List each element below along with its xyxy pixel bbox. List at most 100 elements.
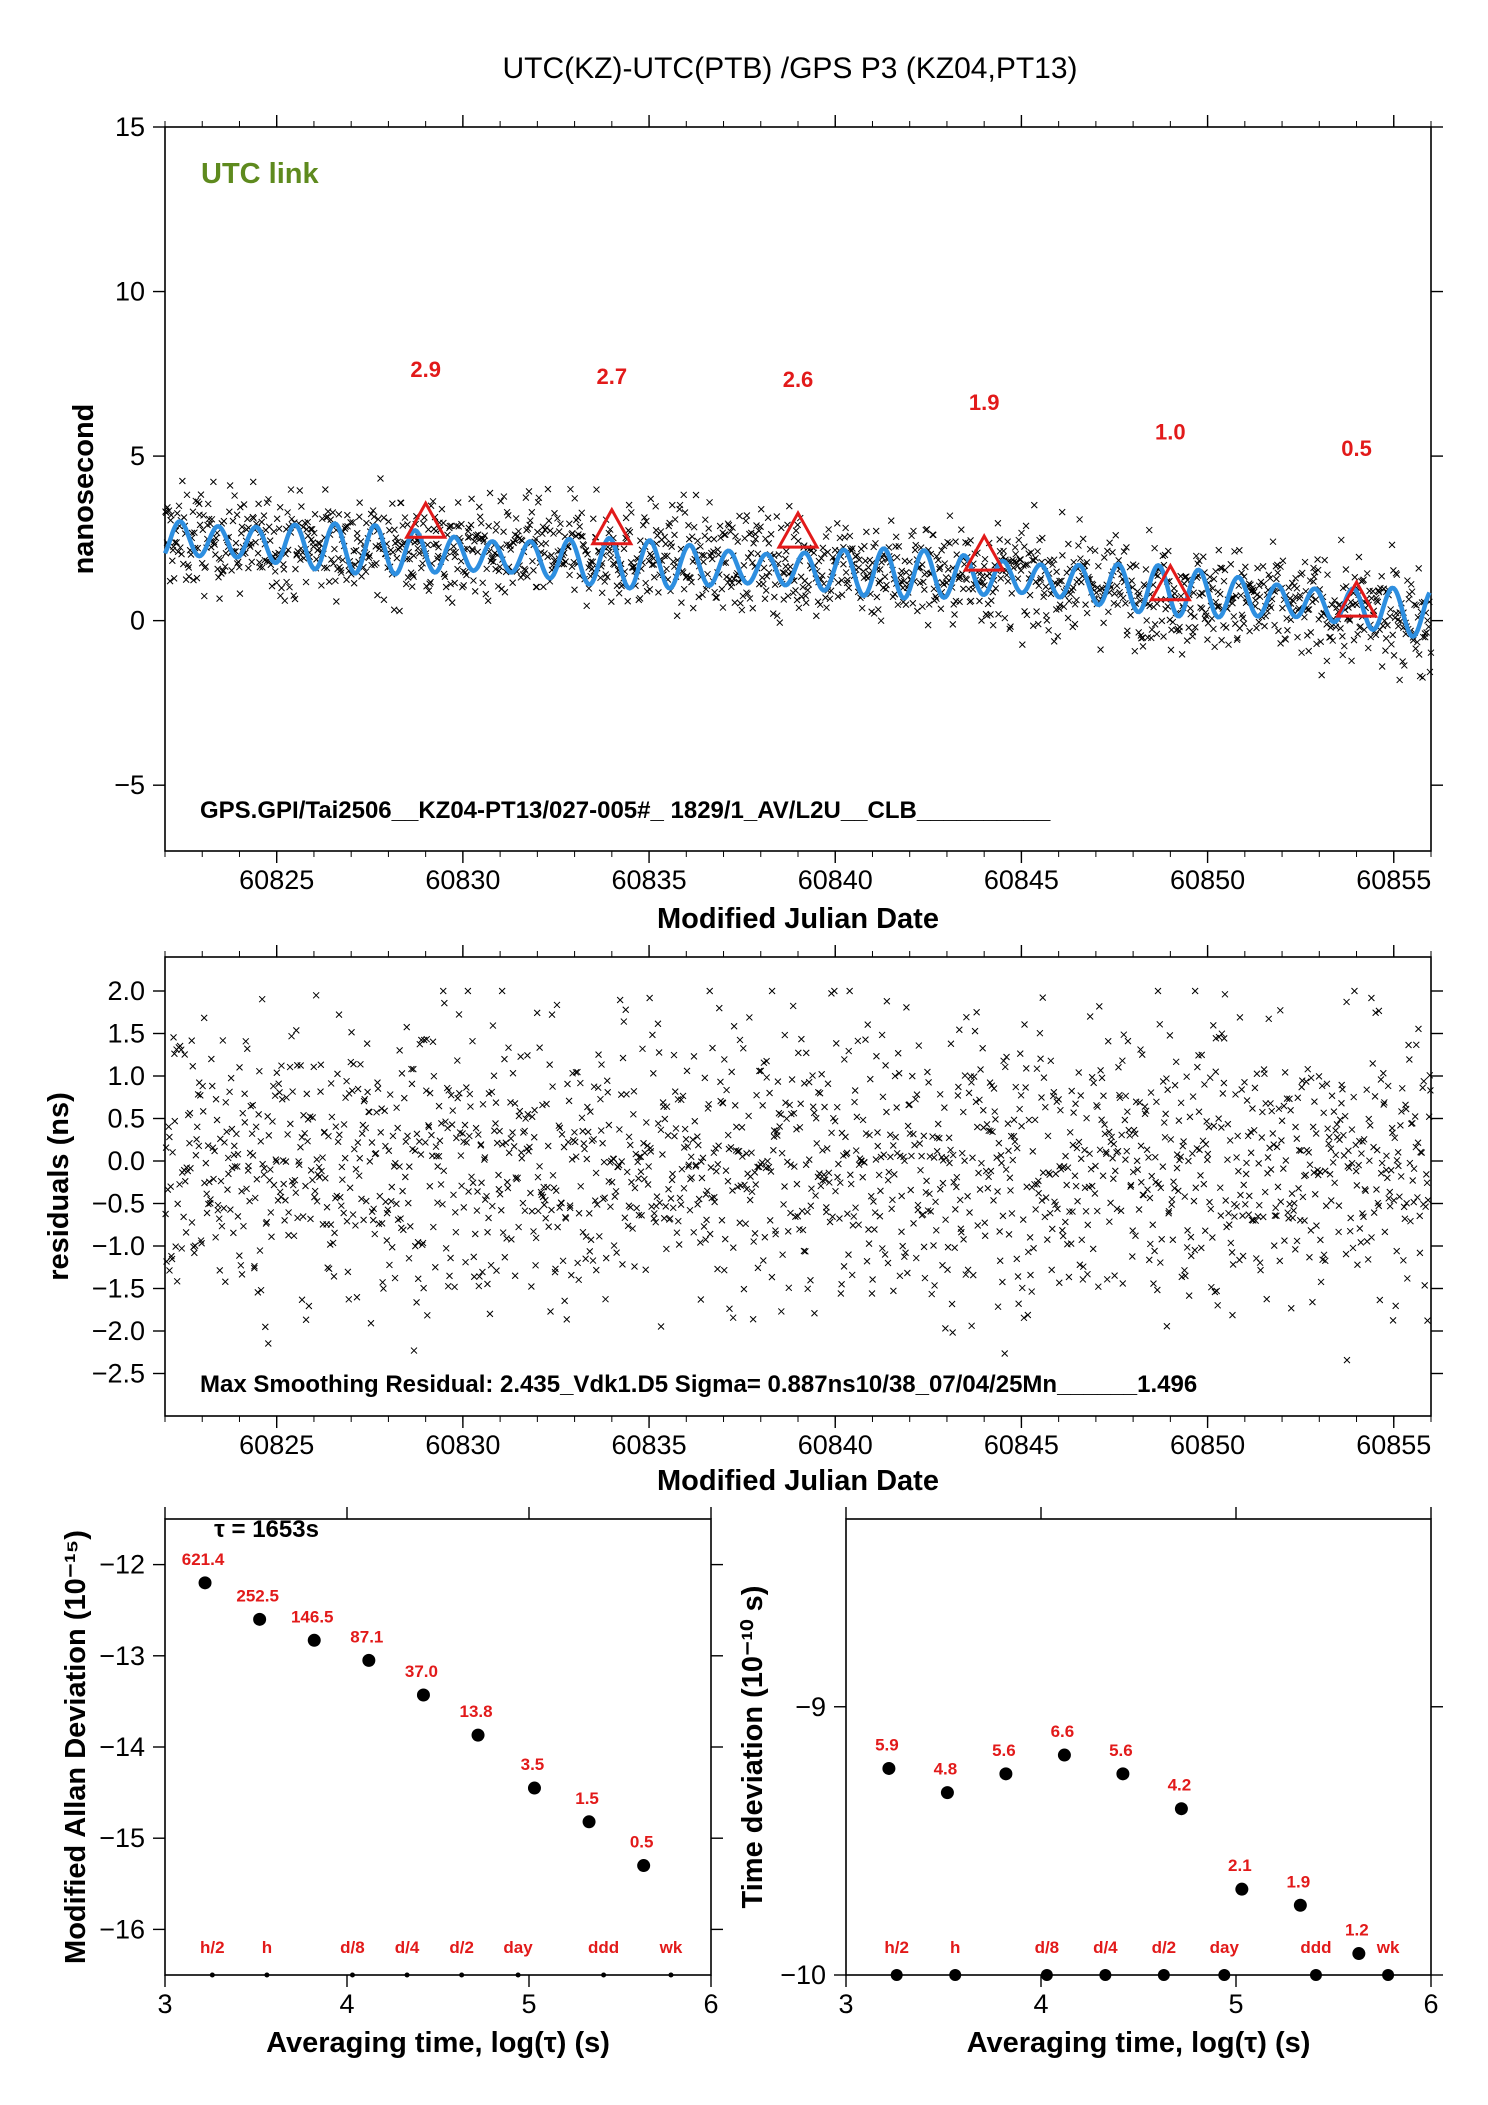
residual-point xyxy=(481,1154,489,1161)
data-point xyxy=(737,599,744,607)
residual-point xyxy=(920,1132,928,1140)
data-point xyxy=(521,565,528,573)
residual-point xyxy=(776,1123,784,1130)
residual-point xyxy=(391,1159,399,1167)
data-point xyxy=(258,518,266,526)
residual-point xyxy=(1396,1193,1403,1201)
data-point xyxy=(1083,609,1091,617)
data-point xyxy=(798,593,806,600)
residual-point xyxy=(1211,1288,1219,1296)
residual-point xyxy=(1183,1244,1191,1251)
residual-point xyxy=(1270,1242,1278,1249)
data-point xyxy=(578,509,586,517)
residual-point xyxy=(973,1008,980,1016)
data-point xyxy=(310,529,318,537)
residual-point xyxy=(766,1089,773,1097)
residual-point xyxy=(766,1217,774,1224)
residual-point xyxy=(979,1106,987,1114)
data-point xyxy=(1415,651,1423,658)
residual-point xyxy=(342,1094,349,1102)
residual-point xyxy=(1078,1236,1086,1244)
data-point xyxy=(794,521,802,529)
residual-point xyxy=(1410,1198,1418,1206)
data-point xyxy=(690,523,698,531)
data-point xyxy=(992,585,1000,592)
residual-point xyxy=(1073,1144,1081,1152)
residual-point xyxy=(1015,1300,1022,1308)
residual-point xyxy=(1217,1212,1225,1220)
data-point xyxy=(1010,558,1018,565)
residual-point xyxy=(409,1065,417,1073)
data-point xyxy=(1412,645,1420,652)
interval-label: wk xyxy=(1376,1938,1400,1957)
residual-point xyxy=(590,1083,598,1091)
data-point xyxy=(252,538,259,546)
data-point xyxy=(1111,590,1118,598)
interval-marker xyxy=(1040,1969,1053,1981)
y-tick-label: −13 xyxy=(99,1641,145,1671)
data-point xyxy=(689,604,697,612)
data-point xyxy=(1346,617,1354,624)
data-point xyxy=(1381,617,1388,625)
data-point xyxy=(1060,603,1068,611)
residual-point xyxy=(332,1123,340,1131)
data-point xyxy=(261,556,269,564)
residual-point xyxy=(1141,1103,1149,1110)
data-point xyxy=(1049,561,1056,569)
residual-point xyxy=(399,1226,407,1234)
residual-point xyxy=(1153,1286,1161,1294)
data-point xyxy=(1177,592,1185,600)
data-point xyxy=(568,563,576,570)
y-tick-label: 1.5 xyxy=(107,1019,145,1049)
data-point xyxy=(1071,620,1079,628)
residual-point xyxy=(1158,1235,1166,1243)
residual-point xyxy=(1197,1244,1205,1252)
data-point xyxy=(740,561,748,569)
residual-point xyxy=(1318,1082,1326,1090)
data-point xyxy=(180,514,188,521)
data-point xyxy=(1312,596,1320,603)
residual-point xyxy=(1414,1194,1421,1201)
residual-point xyxy=(1020,1314,1028,1322)
data-point xyxy=(1235,582,1243,589)
residual-point xyxy=(682,1135,690,1143)
residual-point xyxy=(502,1139,510,1147)
residual-point xyxy=(381,1107,389,1115)
residual-point xyxy=(317,1061,325,1069)
residual-point xyxy=(396,1046,403,1054)
data-point xyxy=(893,553,901,561)
residual-point xyxy=(977,1066,984,1073)
residual-point xyxy=(1225,1221,1233,1228)
data-point xyxy=(497,497,505,505)
residual-point xyxy=(345,1295,353,1303)
residual-point xyxy=(1214,1301,1222,1309)
residual-point xyxy=(1345,1164,1353,1172)
residual-point xyxy=(204,1142,212,1149)
data-point xyxy=(876,577,884,585)
y-tick-label: −1.0 xyxy=(92,1231,145,1261)
data-point xyxy=(1097,646,1104,653)
residual-point xyxy=(915,1042,923,1049)
residual-point xyxy=(507,1135,515,1142)
data-point xyxy=(1354,630,1362,638)
residual-point xyxy=(996,1257,1004,1265)
residual-point xyxy=(1195,1108,1203,1116)
residual-point xyxy=(954,1092,962,1099)
data-point xyxy=(229,517,237,525)
residual-point xyxy=(695,1195,703,1203)
residual-point xyxy=(645,1163,653,1170)
residual-point xyxy=(579,1127,587,1135)
data-point xyxy=(1231,548,1238,555)
residual-point xyxy=(729,1244,737,1251)
residual-point xyxy=(792,1213,799,1221)
residual-point xyxy=(694,1141,702,1149)
data-point xyxy=(681,509,689,516)
residual-point xyxy=(1096,1146,1104,1154)
data-point xyxy=(892,533,900,541)
data-point xyxy=(782,547,790,555)
residual-point xyxy=(217,1177,225,1185)
residual-point xyxy=(989,1128,996,1136)
residual-point xyxy=(174,1200,182,1208)
residual-point xyxy=(629,1225,636,1232)
